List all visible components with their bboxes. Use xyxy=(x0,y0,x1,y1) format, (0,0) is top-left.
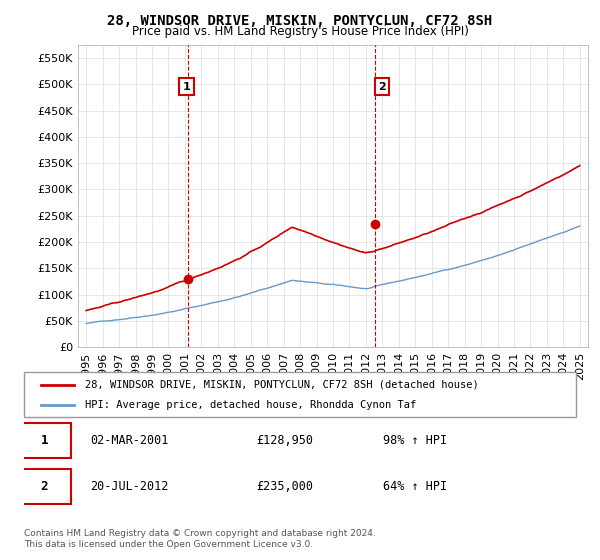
FancyBboxPatch shape xyxy=(19,423,71,458)
Text: 20-JUL-2012: 20-JUL-2012 xyxy=(90,480,169,493)
Text: 2: 2 xyxy=(378,82,386,91)
FancyBboxPatch shape xyxy=(19,469,71,504)
Text: 1: 1 xyxy=(41,433,48,447)
Text: 64% ↑ HPI: 64% ↑ HPI xyxy=(383,480,447,493)
Text: 98% ↑ HPI: 98% ↑ HPI xyxy=(383,433,447,447)
Text: 02-MAR-2001: 02-MAR-2001 xyxy=(90,433,169,447)
Text: 28, WINDSOR DRIVE, MISKIN, PONTYCLUN, CF72 8SH (detached house): 28, WINDSOR DRIVE, MISKIN, PONTYCLUN, CF… xyxy=(85,380,478,390)
Text: £128,950: £128,950 xyxy=(256,433,313,447)
Text: 28, WINDSOR DRIVE, MISKIN, PONTYCLUN, CF72 8SH: 28, WINDSOR DRIVE, MISKIN, PONTYCLUN, CF… xyxy=(107,14,493,28)
FancyBboxPatch shape xyxy=(24,372,576,417)
Text: HPI: Average price, detached house, Rhondda Cynon Taf: HPI: Average price, detached house, Rhon… xyxy=(85,400,416,410)
Text: Contains HM Land Registry data © Crown copyright and database right 2024.
This d: Contains HM Land Registry data © Crown c… xyxy=(24,529,376,549)
Text: 1: 1 xyxy=(183,82,191,91)
Text: 2: 2 xyxy=(41,480,48,493)
Text: £235,000: £235,000 xyxy=(256,480,313,493)
Text: Price paid vs. HM Land Registry's House Price Index (HPI): Price paid vs. HM Land Registry's House … xyxy=(131,25,469,38)
